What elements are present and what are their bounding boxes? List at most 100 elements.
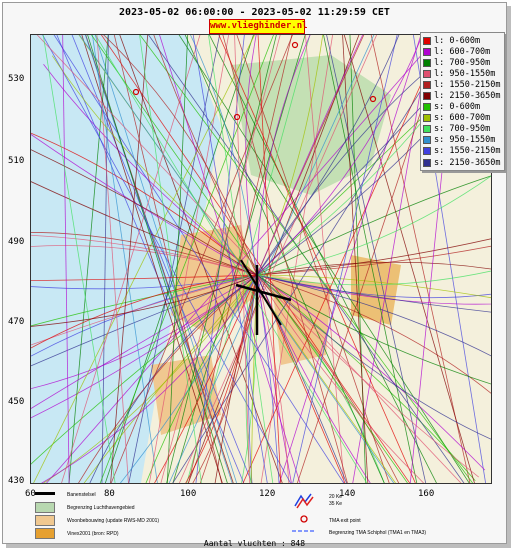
flight-track [260, 35, 334, 483]
airport-area [231, 55, 391, 195]
key-housing-label: Woonbebouwing (update RWS-MD 2001) [67, 518, 160, 524]
legend-swatch [423, 136, 431, 145]
flight-track [166, 35, 277, 483]
flight-track [250, 274, 258, 483]
flight-track [119, 35, 283, 483]
flight-track [31, 274, 258, 327]
site-link[interactable]: www.vlieghinder.nl [209, 19, 308, 34]
flight-track [256, 175, 491, 276]
flight-track [31, 274, 258, 465]
y-tick: 490 [8, 237, 25, 247]
flight-track [84, 35, 233, 483]
flight-track-map[interactable] [30, 34, 492, 484]
flight-track [85, 35, 234, 483]
legend-item: s: 1550-2150m [423, 146, 504, 157]
flight-track [218, 35, 416, 483]
flight-track [83, 274, 258, 483]
legend-swatch [423, 114, 431, 123]
legend-swatch [423, 158, 431, 167]
noise-contour-icon [294, 493, 314, 509]
runway [240, 259, 282, 326]
vinex-area [351, 255, 401, 325]
flight-track [31, 274, 258, 327]
housing-swatch [35, 515, 55, 526]
flight-track [62, 35, 70, 483]
flight-track [139, 35, 474, 483]
flight-track [31, 132, 258, 276]
vinex-swatch [35, 528, 55, 539]
legend-item: l: 600-700m [423, 46, 504, 57]
legend-swatch [423, 36, 431, 45]
x-tick: 120 [259, 489, 276, 499]
flight-track [222, 35, 348, 483]
flight-track [31, 232, 258, 276]
flight-track [110, 35, 293, 483]
y-tick: 470 [8, 317, 25, 327]
flight-track [139, 35, 202, 483]
flight-track [96, 35, 129, 483]
tma-boundary-icon [292, 530, 314, 532]
legend-item: l: 1550-2150m [423, 79, 504, 90]
flight-track [305, 35, 345, 483]
flight-track [370, 35, 471, 483]
legend-item: s: 700-950m [423, 124, 504, 135]
legend-swatch [423, 92, 431, 101]
x-tick: 80 [104, 489, 115, 499]
flight-track [256, 175, 491, 276]
airport-boundary-swatch [35, 502, 55, 513]
tma-exit-point [132, 88, 140, 96]
flight-track [53, 35, 345, 483]
flight-track [160, 35, 281, 483]
flight-track [36, 35, 462, 483]
flight-track [256, 238, 491, 276]
tma-exit-point [233, 113, 241, 121]
flight-track [43, 274, 258, 483]
flight-track [256, 274, 491, 305]
flight-track [31, 134, 258, 276]
legend-item: l: 700-950m [423, 57, 504, 68]
key-runway-label: Banenstelsel [67, 492, 96, 498]
flight-track [101, 35, 109, 483]
flight-track [46, 35, 440, 483]
flight-track [56, 35, 245, 483]
key-ke20-label: 20 Ke [329, 494, 343, 500]
legend-swatch [423, 147, 431, 156]
flight-track [192, 35, 268, 483]
tma-exit-point [291, 41, 299, 49]
x-tick: 160 [418, 489, 435, 499]
x-tick: 100 [180, 489, 197, 499]
legend-item: l: 2150-3650m [423, 90, 504, 101]
flight-track [31, 274, 258, 281]
flight-track [172, 35, 457, 483]
flight-track [31, 181, 258, 276]
flight-track [257, 35, 282, 483]
key-airport-label: Begrenzing Luchthavengebied [67, 505, 135, 511]
flight-track [61, 35, 201, 483]
flight-track [159, 35, 301, 483]
legend-item: l: 0-600m [423, 35, 504, 46]
legend-swatch [423, 69, 431, 78]
flight-track [31, 274, 258, 409]
flight-track [188, 35, 293, 483]
flight-track [31, 274, 258, 357]
flight-count: Aantal vluchten : 848 [203, 539, 306, 548]
flight-track [256, 274, 290, 483]
flight-track [256, 274, 292, 483]
flight-track [168, 35, 375, 483]
legend-swatch [423, 47, 431, 56]
flight-track [256, 274, 425, 483]
flight-track [185, 274, 258, 483]
flight-track [256, 274, 491, 385]
legend-item: s: 600-700m [423, 113, 504, 124]
y-tick: 510 [8, 156, 25, 166]
x-tick: 140 [339, 489, 356, 499]
flight-track [256, 35, 400, 276]
legend-item: s: 2150-3650m [423, 157, 504, 168]
flight-track [172, 35, 306, 483]
y-tick: 430 [8, 476, 25, 486]
flight-track [100, 35, 411, 483]
flight-track [89, 274, 258, 483]
legend-item: s: 0-600m [423, 102, 504, 113]
x-tick: 60 [25, 489, 36, 499]
track-canvas [31, 35, 491, 483]
